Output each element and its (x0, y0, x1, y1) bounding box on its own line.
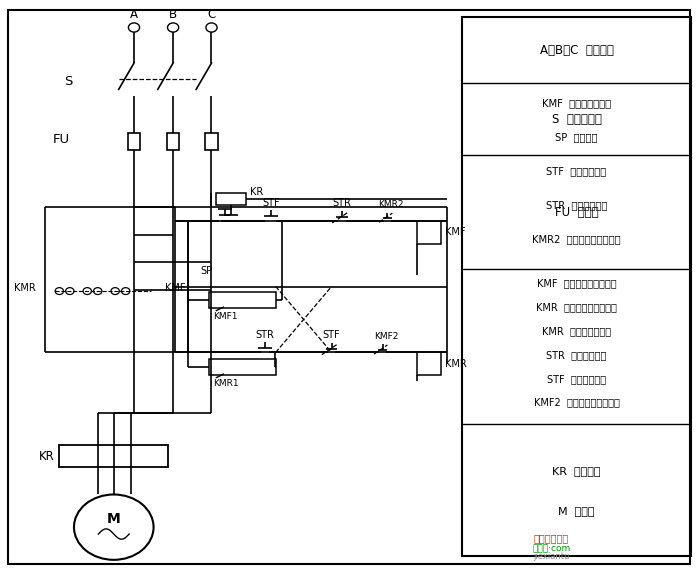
Text: jiexiantu: jiexiantu (533, 552, 570, 562)
Text: STF: STF (262, 198, 280, 209)
Circle shape (111, 288, 119, 295)
Bar (167, 133, 179, 150)
Text: STF  反转联锁按钮: STF 反转联锁按钮 (547, 374, 606, 384)
Circle shape (94, 288, 102, 295)
Bar (59, 445, 168, 467)
Bar (128, 133, 140, 150)
Text: KMR  反转接触器线圈: KMR 反转接触器线圈 (542, 326, 611, 336)
Text: STR: STR (332, 198, 352, 209)
Circle shape (55, 288, 64, 295)
Text: KMF2: KMF2 (374, 332, 398, 341)
Text: FU: FU (52, 134, 70, 146)
Text: KR: KR (250, 187, 263, 197)
Text: KMF  正转接触器的主触头: KMF 正转接触器的主触头 (537, 278, 616, 289)
Text: KMF1: KMF1 (213, 312, 237, 321)
Text: KMR: KMR (14, 283, 36, 293)
Bar (216, 193, 246, 205)
Text: STR  正转联锁按钮: STR 正转联锁按钮 (546, 200, 607, 210)
Circle shape (121, 288, 130, 295)
Text: M  电动机: M 电动机 (558, 506, 595, 516)
Circle shape (168, 23, 179, 32)
Text: 电工技术之家: 电工技术之家 (534, 533, 569, 544)
Text: KMR2  反转接触器常闭触头: KMR2 反转接触器常闭触头 (533, 234, 621, 244)
Text: A、B、C  三相电源: A、B、C 三相电源 (540, 44, 614, 57)
Text: SP  停止按钮: SP 停止按钮 (556, 132, 597, 142)
Text: KMF: KMF (165, 283, 186, 293)
Bar (417, 352, 441, 375)
Text: KR: KR (38, 450, 54, 462)
Text: KMR: KMR (445, 359, 467, 369)
Text: STR  反转起动按钮: STR 反转起动按钮 (547, 350, 607, 360)
Text: KMF  正转接触器线圈: KMF 正转接触器线圈 (542, 99, 611, 108)
Text: SP: SP (201, 266, 213, 276)
Text: KMR2: KMR2 (378, 200, 403, 209)
Text: 接线图·com: 接线图·com (533, 544, 570, 554)
Bar (205, 133, 218, 150)
Circle shape (83, 288, 91, 295)
Text: KMF: KMF (445, 227, 466, 237)
Bar (417, 221, 441, 244)
Circle shape (74, 494, 154, 560)
Bar (462, 17, 691, 556)
Circle shape (66, 288, 74, 295)
Circle shape (128, 23, 140, 32)
Text: M: M (107, 512, 121, 526)
Text: S  三相刀开关: S 三相刀开关 (551, 113, 602, 125)
Bar (209, 292, 276, 308)
Circle shape (206, 23, 217, 32)
Text: KMR1: KMR1 (213, 379, 239, 388)
Text: STR: STR (255, 330, 275, 340)
Text: STF: STF (322, 330, 341, 340)
Text: KMR  反转接触器的主触头: KMR 反转接触器的主触头 (536, 303, 617, 312)
Text: B: B (169, 9, 177, 21)
Text: KR  热继电器: KR 热继电器 (552, 466, 601, 476)
Text: C: C (207, 9, 216, 21)
Text: KMF2  正转接触器常闭触头: KMF2 正转接触器常闭触头 (533, 398, 620, 407)
Bar (209, 359, 276, 375)
Text: S: S (64, 75, 73, 88)
Text: STF  正转起动按钮: STF 正转起动按钮 (547, 166, 607, 176)
Text: FU  熔断器: FU 熔断器 (555, 206, 598, 218)
Text: A: A (130, 9, 138, 21)
